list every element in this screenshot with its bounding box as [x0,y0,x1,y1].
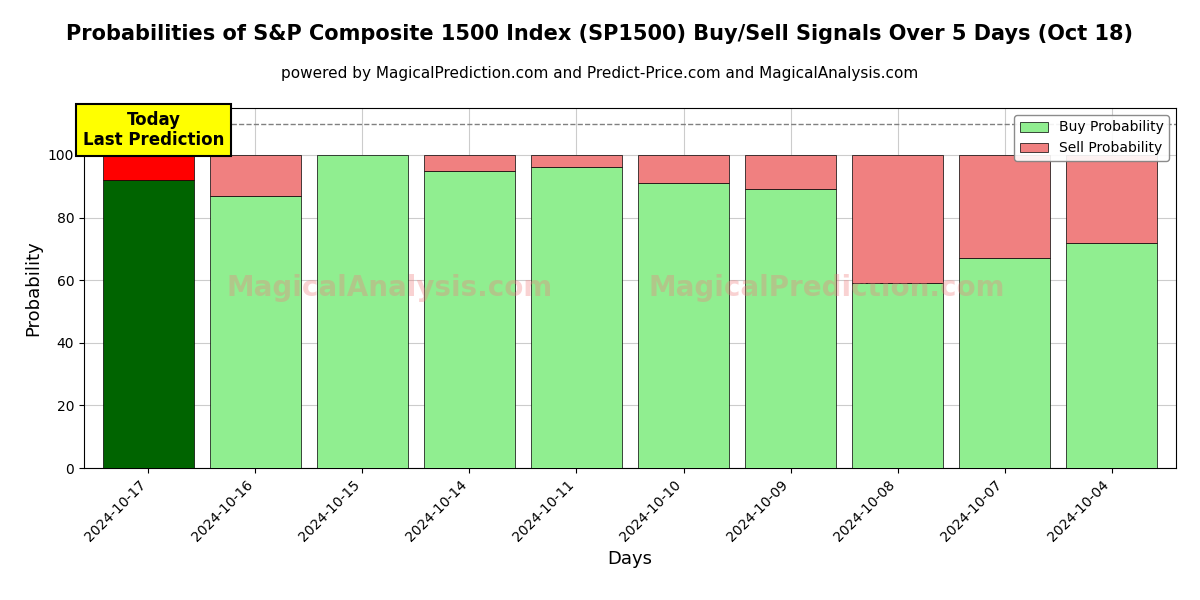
Bar [424,155,515,170]
Y-axis label: Probability: Probability [24,240,42,336]
Text: Probabilities of S&P Composite 1500 Index (SP1500) Buy/Sell Signals Over 5 Days : Probabilities of S&P Composite 1500 Inde… [66,24,1134,44]
Bar [852,155,943,283]
Text: MagicalAnalysis.com: MagicalAnalysis.com [227,274,553,302]
Text: powered by MagicalPrediction.com and Predict-Price.com and MagicalAnalysis.com: powered by MagicalPrediction.com and Pre… [281,66,919,81]
Text: MagicalPrediction.com: MagicalPrediction.com [648,274,1004,302]
Bar [424,170,515,468]
Bar [745,190,836,468]
Bar [530,167,622,468]
X-axis label: Days: Days [607,550,653,568]
Text: Today
Last Prediction: Today Last Prediction [83,110,224,149]
Bar [959,155,1050,258]
Bar [1067,155,1157,242]
Bar [317,155,408,468]
Bar [1067,242,1157,468]
Bar [638,183,730,468]
Legend: Buy Probability, Sell Probability: Buy Probability, Sell Probability [1014,115,1169,161]
Bar [530,155,622,167]
Bar [103,180,193,468]
Bar [959,258,1050,468]
Bar [210,196,301,468]
Bar [103,155,193,180]
Bar [638,155,730,183]
Bar [210,155,301,196]
Bar [745,155,836,190]
Bar [852,283,943,468]
